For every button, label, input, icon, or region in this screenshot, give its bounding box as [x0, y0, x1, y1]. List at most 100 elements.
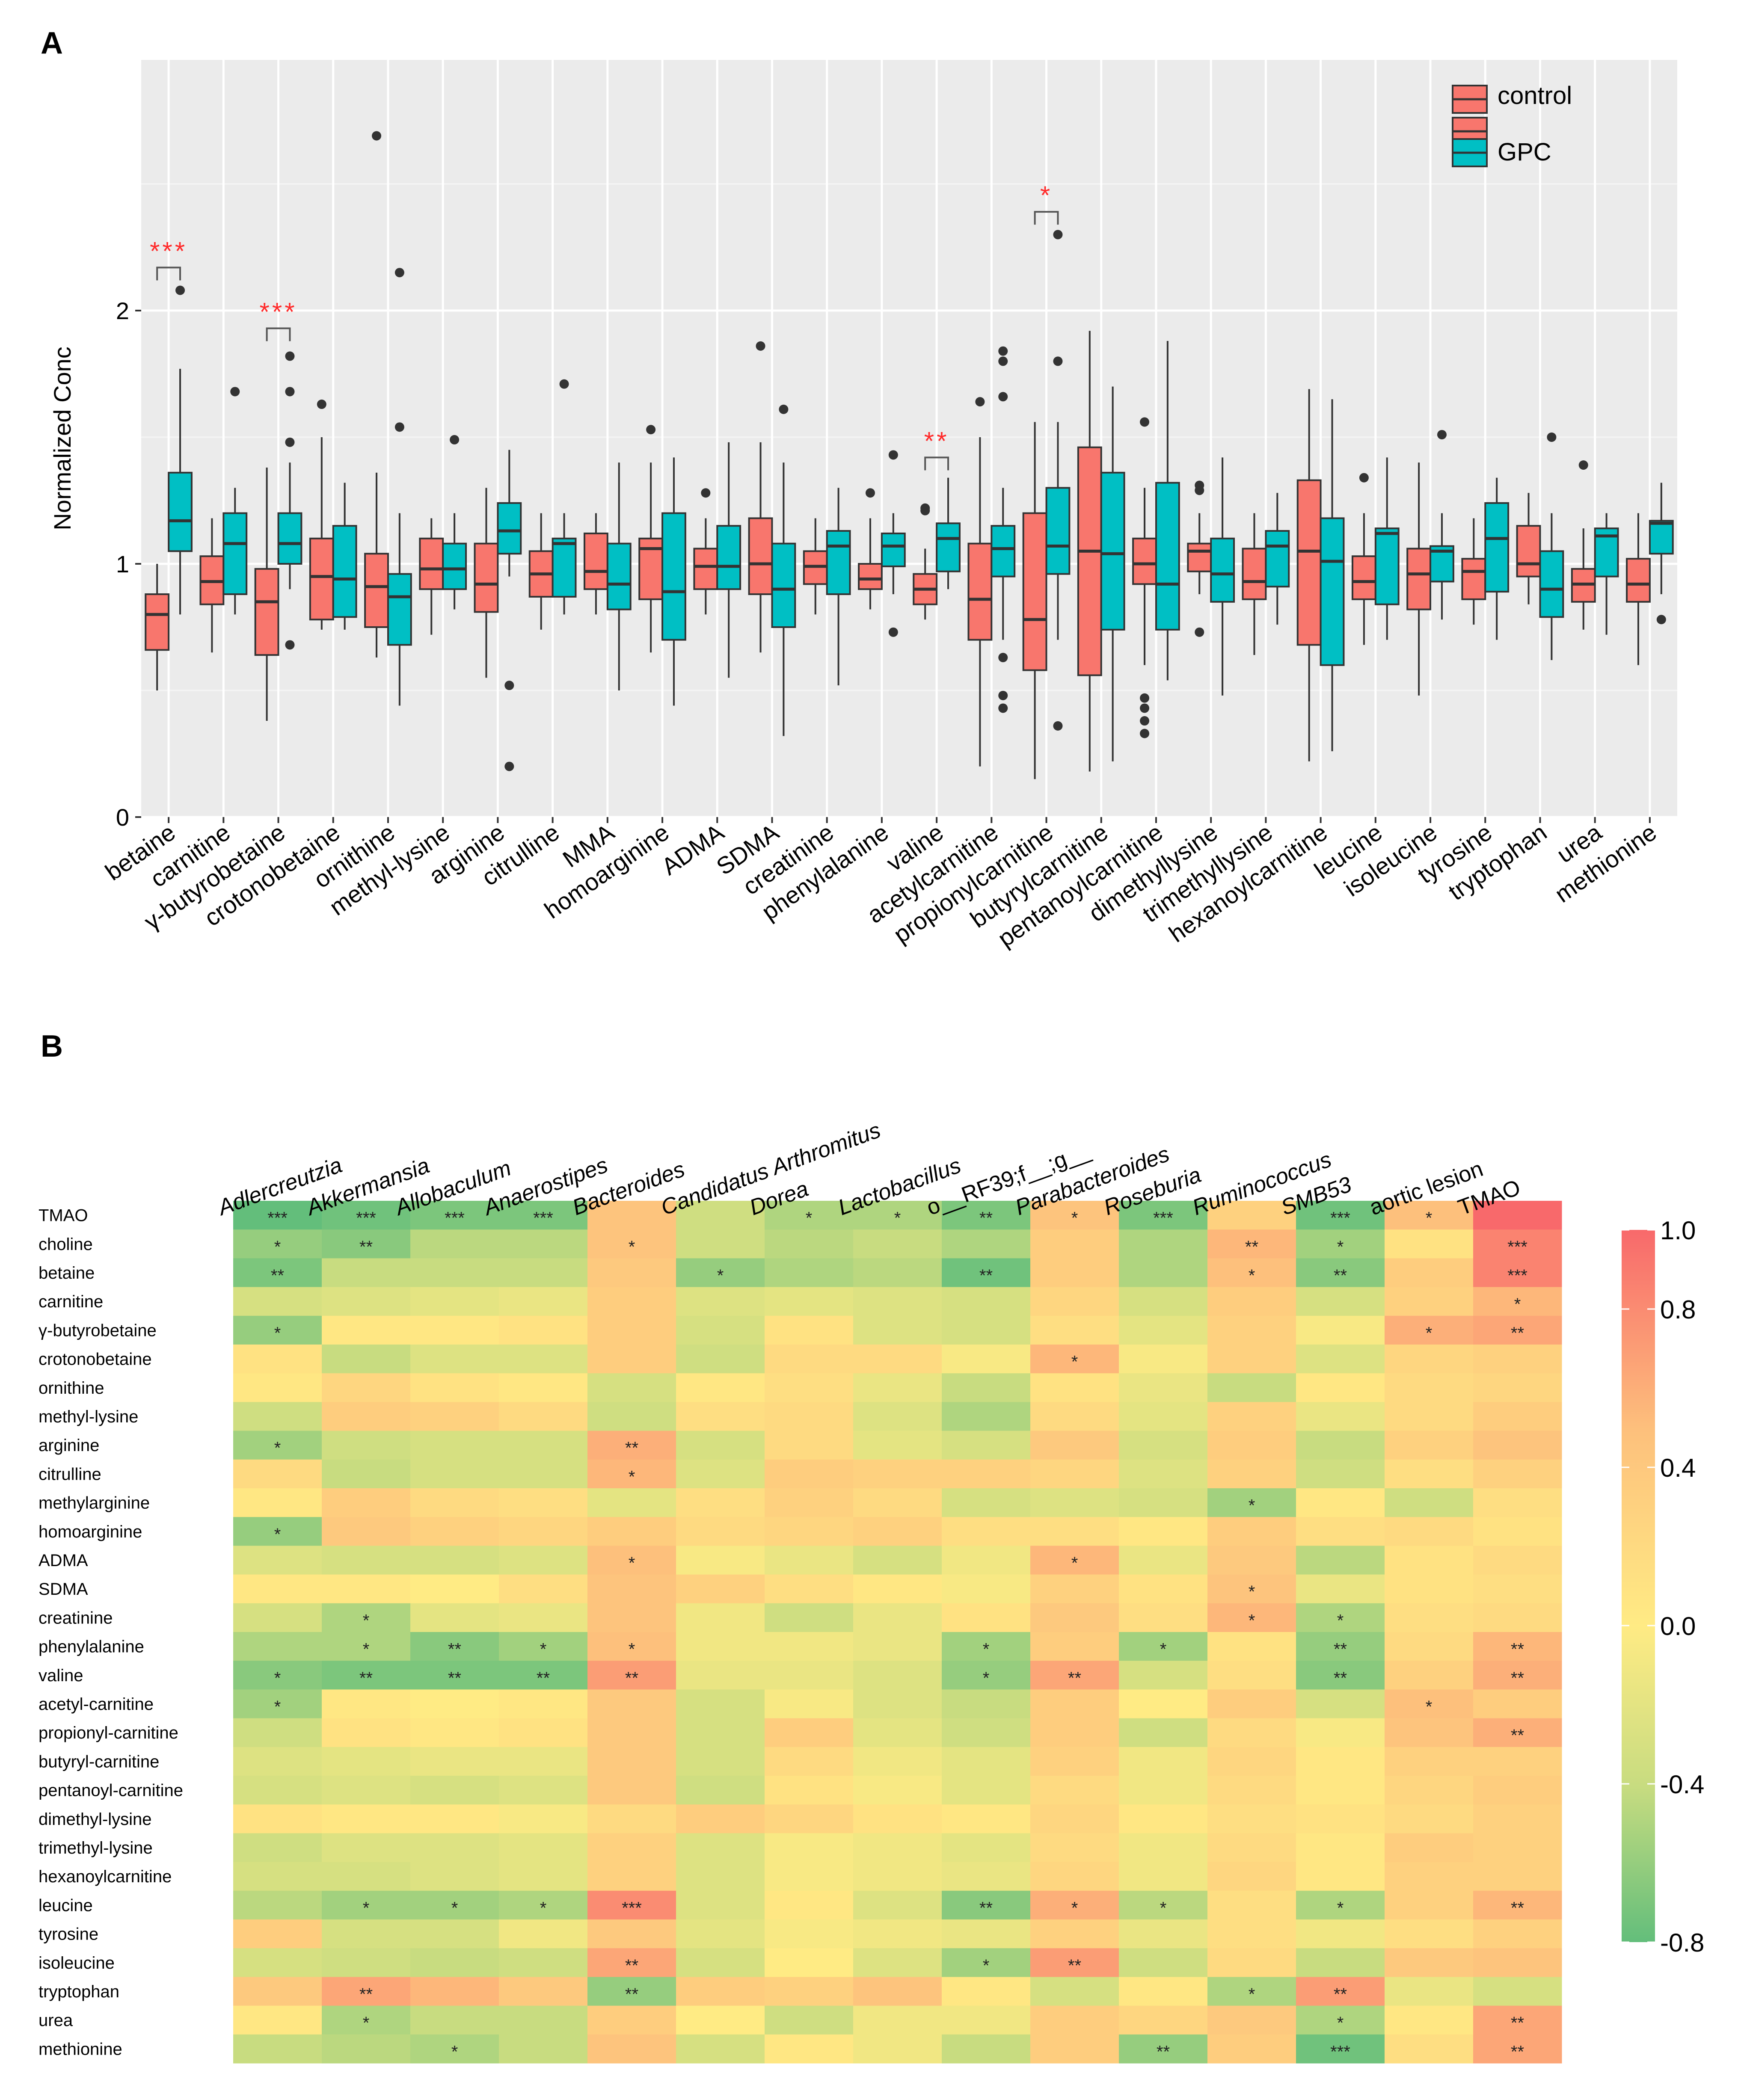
cell-isoleucine-adlercreutzia [233, 1948, 322, 1977]
cell-carnitine-roseburia [1119, 1287, 1208, 1316]
cell-pentanoyl-carnitine-allobaculum [410, 1776, 499, 1805]
row-label-sdma: SDMA [39, 1580, 88, 1599]
cell-pentanoyl-carnitine-parabacteroides [1030, 1776, 1119, 1805]
star-butyrobetaine-aortic-lesion: * [1426, 1324, 1433, 1342]
cell-ornithine-parabacteroides [1030, 1373, 1119, 1402]
cell-carnitine-adlercreutzia [233, 1287, 322, 1316]
cell-tyrosine-tmao [1473, 1919, 1562, 1949]
cell-methylarginine-roseburia [1119, 1488, 1208, 1517]
cell-urea-dorea [765, 2005, 854, 2035]
cell-betaine-lactobacillus [853, 1258, 942, 1288]
box-control-isoleucine [1406, 548, 1432, 610]
outlier-gpc-acetylcarnitine [998, 346, 1008, 356]
box-control-betaine [145, 593, 170, 651]
row-label-acetyl-carnitine: acetyl-carnitine [39, 1695, 154, 1714]
cell-methionine-o-rf39-f-g [942, 2034, 1031, 2064]
outlier-control-urea [1578, 460, 1588, 470]
cell-dimethyl-lysine-smb53 [1296, 1804, 1385, 1833]
cell-choline-akkermansia [322, 1229, 411, 1259]
cell-carnitine-dorea [765, 1287, 854, 1316]
cell-propionyl-carnitine-o-rf39-f-g [942, 1718, 1031, 1748]
star-betaine-o-rf39-f-g: ** [979, 1266, 993, 1285]
cell-homoarginine-adlercreutzia [233, 1517, 322, 1546]
cell-trimethyl-lysine-parabacteroides [1030, 1833, 1119, 1863]
row-label-isoleucine: isoleucine [39, 1954, 115, 1973]
cell-homoarginine-lactobacillus [853, 1517, 942, 1546]
cell-carnitine-candidatus-arthromitus [676, 1287, 765, 1316]
cell-isoleucine-anaerostipes [499, 1948, 588, 1977]
cell-arginine-candidatus-arthromitus [676, 1431, 765, 1460]
cell-ornithine-adlercreutzia [233, 1373, 322, 1402]
cell-tmao-o-rf39-f-g [942, 1201, 1031, 1230]
cell-valine-lactobacillus [853, 1661, 942, 1690]
cell-leucine-adlercreutzia [233, 1890, 322, 1920]
cell-sdma-anaerostipes [499, 1574, 588, 1604]
cell-betaine-dorea [765, 1258, 854, 1288]
cell-tmao-dorea [765, 1201, 854, 1230]
cell-choline-roseburia [1119, 1229, 1208, 1259]
cell-sdma-smb53 [1296, 1574, 1385, 1604]
cell-homoarginine-ruminococcus [1207, 1517, 1296, 1546]
cell-methionine-smb53 [1296, 2034, 1385, 2064]
significance-label-butyrobetaine: *** [260, 297, 297, 326]
star-adma-parabacteroides: * [1071, 1554, 1078, 1573]
cell-creatinine-roseburia [1119, 1603, 1208, 1632]
cell-propionyl-carnitine-akkermansia [322, 1718, 411, 1748]
star-betaine-adlercreutzia: ** [271, 1266, 284, 1285]
cell-leucine-ruminococcus [1207, 1890, 1296, 1920]
cell-adma-bacteroides [587, 1546, 676, 1575]
cell-trimethyl-lysine-lactobacillus [853, 1833, 942, 1863]
cell-propionyl-carnitine-aortic-lesion [1385, 1718, 1474, 1748]
cell-propionyl-carnitine-bacteroides [587, 1718, 676, 1748]
cell-phenylalanine-candidatus-arthromitus [676, 1632, 765, 1661]
cell-carnitine-smb53 [1296, 1287, 1385, 1316]
cell-citrulline-tmao [1473, 1459, 1562, 1489]
cell-citrulline-aortic-lesion [1385, 1459, 1474, 1489]
cell-butyrobetaine-lactobacillus [853, 1315, 942, 1345]
box-gpc-tyrosine [1484, 502, 1510, 593]
cell-valine-anaerostipes [499, 1661, 588, 1690]
outlier-control-pentanoylcarnitine [1140, 693, 1150, 703]
row-label-tyrosine: tyrosine [39, 1925, 98, 1944]
cell-homoarginine-dorea [765, 1517, 854, 1546]
cell-methyl-lysine-akkermansia [322, 1402, 411, 1431]
cell-adma-roseburia [1119, 1546, 1208, 1575]
row-label-arginine: arginine [39, 1436, 99, 1455]
cell-methylarginine-tmao [1473, 1488, 1562, 1517]
cell-valine-bacteroides [587, 1661, 676, 1690]
cell-methyl-lysine-smb53 [1296, 1402, 1385, 1431]
cell-tyrosine-smb53 [1296, 1919, 1385, 1949]
cell-ornithine-dorea [765, 1373, 854, 1402]
box-gpc-carnitine [222, 512, 248, 595]
cell-tryptophan-adlercreutzia [233, 1977, 322, 2006]
star-creatinine-akkermansia: * [363, 1611, 370, 1630]
box-gpc-adma [716, 525, 741, 590]
cell-crotonobetaine-o-rf39-f-g [942, 1345, 1031, 1374]
outlier-gpc-propionylcarnitine [1053, 721, 1063, 731]
cell-adma-candidatus-arthromitus [676, 1546, 765, 1575]
star-tmao-aortic-lesion: * [1426, 1209, 1433, 1228]
outlier-gpc-butyrobetaine [285, 640, 295, 650]
cell-homoarginine-smb53 [1296, 1517, 1385, 1546]
star-tryptophan-bacteroides: ** [625, 1985, 638, 2004]
star-tryptophan-ruminococcus: * [1249, 1985, 1255, 2004]
legend-label-gpc: GPC [1498, 138, 1551, 166]
outlier-gpc-acetylcarnitine [998, 392, 1008, 402]
star-acetyl-carnitine-aortic-lesion: * [1426, 1697, 1433, 1716]
cell-acetyl-carnitine-allobaculum [410, 1689, 499, 1719]
star-phenylalanine-akkermansia: * [363, 1640, 370, 1659]
cell-hexanoylcarnitine-adlercreutzia [233, 1862, 322, 1891]
outlier-gpc-butyrobetaine [285, 387, 295, 397]
cell-carnitine-tmao [1473, 1287, 1562, 1316]
cell-tyrosine-ruminococcus [1207, 1919, 1296, 1949]
outlier-gpc-acetylcarnitine [998, 690, 1008, 700]
row-label-tryptophan: tryptophan [39, 1982, 119, 2001]
cell-creatinine-akkermansia [322, 1603, 411, 1632]
cell-tmao-candidatus-arthromitus [676, 1201, 765, 1230]
cell-isoleucine-candidatus-arthromitus [676, 1948, 765, 1977]
box-control-butyrylcarnitine [1077, 446, 1102, 676]
box-control-trimethyllysine [1242, 548, 1267, 600]
cell-butyrobetaine-ruminococcus [1207, 1315, 1296, 1345]
cell-hexanoylcarnitine-dorea [765, 1862, 854, 1891]
